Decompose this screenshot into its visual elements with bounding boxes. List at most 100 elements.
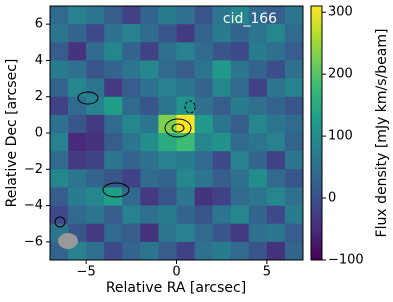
heatmap-cell — [50, 6, 69, 25]
colorbar-tick-label: 0 — [328, 191, 336, 206]
heatmap-cell — [194, 187, 213, 206]
heatmap-cell — [248, 42, 268, 61]
heatmap-cell — [248, 169, 268, 188]
heatmap-cell — [50, 187, 69, 206]
heatmap-cell — [158, 241, 177, 261]
heatmap-cell — [86, 241, 105, 261]
heatmap-cell — [104, 223, 123, 243]
heatmap-cell — [122, 151, 141, 170]
heatmap-cell — [104, 78, 123, 98]
heatmap-cell — [50, 151, 69, 170]
heatmap-cell — [176, 42, 195, 61]
colorbar-tick-label: 100 — [328, 129, 353, 144]
heatmap-cell — [122, 60, 141, 79]
y-axis-label: Relative Dec [arcsec] — [4, 59, 20, 208]
heatmap-cell — [86, 151, 105, 170]
heatmap-cell — [212, 187, 232, 206]
heatmap-cell — [140, 151, 159, 170]
heatmap-cell — [230, 223, 250, 243]
heatmap-cell — [266, 96, 286, 116]
heatmap-cell — [212, 169, 232, 188]
heatmap-cell — [266, 187, 286, 206]
heatmap-cell — [122, 42, 141, 61]
heatmap-cell — [212, 24, 232, 43]
heatmap-cell — [122, 241, 141, 261]
heatmap-cell — [68, 187, 87, 206]
heatmap-cell — [140, 169, 159, 188]
heatmap-cell — [158, 24, 177, 43]
heatmap-cell — [140, 60, 159, 79]
heatmap-cell — [248, 241, 268, 261]
heatmap-cell — [104, 114, 123, 134]
heatmap-cell — [230, 187, 250, 206]
heatmap-cell — [266, 133, 286, 152]
heatmap-cell — [140, 96, 159, 116]
x-tick-label: 5 — [263, 265, 271, 280]
heatmap-cell — [248, 187, 268, 206]
heatmap-cell — [104, 6, 123, 25]
heatmap-cell — [266, 78, 286, 98]
heatmap-cell — [194, 223, 213, 243]
heatmap-cell — [176, 78, 195, 98]
heatmap-cell — [212, 151, 232, 170]
heatmap-cell — [266, 42, 286, 61]
heatmap-cell — [86, 133, 105, 152]
heatmap-cell — [266, 241, 286, 261]
heatmap-cell — [248, 114, 268, 134]
heatmap-cell — [50, 205, 69, 225]
heatmap-cell — [50, 42, 69, 61]
heatmap-cell — [122, 223, 141, 243]
heatmap-cell — [212, 133, 232, 152]
heatmap-cell — [86, 6, 105, 25]
heatmap-cell — [230, 241, 250, 261]
colorbar — [310, 5, 323, 261]
heatmap-cell — [230, 78, 250, 98]
heatmap-cell — [266, 151, 286, 170]
heatmap-cell — [230, 60, 250, 79]
heatmap-cell — [176, 151, 195, 170]
heatmap-cell — [86, 169, 105, 188]
heatmap-cell — [122, 6, 141, 25]
heatmap-cell — [212, 78, 232, 98]
heatmap-cell — [104, 24, 123, 43]
heatmap-cell — [194, 78, 213, 98]
heatmap-cell — [176, 60, 195, 79]
heatmap-cell — [122, 78, 141, 98]
heatmap-cell — [176, 223, 195, 243]
heatmap-cell — [86, 114, 105, 134]
heatmap-cell — [230, 151, 250, 170]
heatmap-cell — [104, 205, 123, 225]
heatmap-cell — [158, 205, 177, 225]
heatmap-cell — [104, 42, 123, 61]
heatmap-cell — [284, 151, 304, 170]
heatmap-cell — [140, 6, 159, 25]
heatmap-cell — [284, 187, 304, 206]
heatmap-cell — [194, 6, 213, 25]
heatmap-cell — [266, 6, 286, 25]
y-tick-label: 4 — [35, 53, 43, 68]
heatmap-cell — [158, 151, 177, 170]
heatmap-cell — [122, 187, 141, 206]
y-tick-label: 0 — [35, 126, 43, 141]
heatmap-cell — [230, 205, 250, 225]
y-tick-label: −2 — [24, 162, 43, 177]
heatmap-cell — [104, 133, 123, 152]
heatmap-cell — [140, 205, 159, 225]
x-axis-label: Relative RA [arcsec] — [106, 280, 246, 296]
colorbar-label: Flux density [mJy km/s/beam] — [374, 29, 390, 238]
heatmap-cell — [248, 133, 268, 152]
heatmap-cell — [140, 24, 159, 43]
heatmap-cell — [68, 60, 87, 79]
heatmap-cell — [284, 133, 304, 152]
heatmap-cell — [50, 114, 69, 134]
heatmap-cell — [248, 60, 268, 79]
heatmap-cell — [68, 24, 87, 43]
heatmap-cell — [230, 24, 250, 43]
heatmap-cell — [212, 241, 232, 261]
heatmap-cell — [122, 169, 141, 188]
heatmap-cell — [140, 241, 159, 261]
heatmap-cell — [194, 24, 213, 43]
heatmap-cell — [212, 205, 232, 225]
heatmap-cell — [176, 205, 195, 225]
